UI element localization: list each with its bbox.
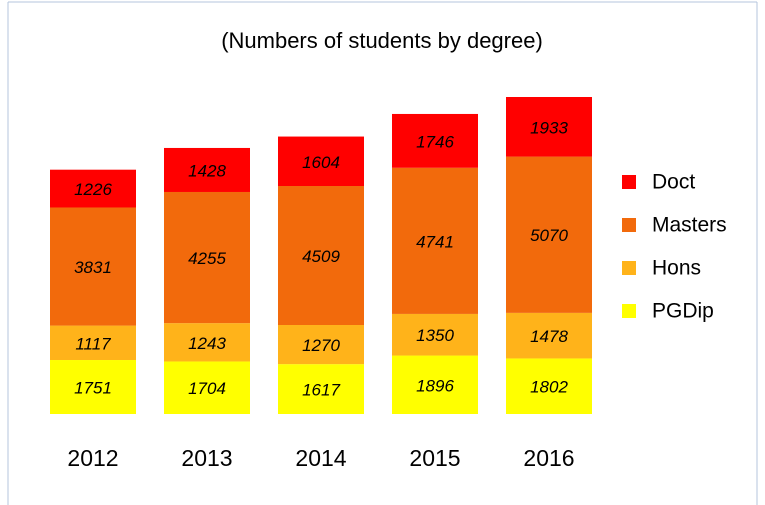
data-label: 1617 (302, 381, 340, 400)
data-label: 1117 (75, 334, 111, 353)
x-tick-label: 2013 (181, 445, 232, 471)
legend-label: Hons (652, 257, 701, 280)
bar-segment (50, 207, 136, 326)
bar-segment (278, 325, 364, 365)
data-label: 1428 (188, 161, 226, 180)
bar-segment (278, 364, 364, 414)
data-label: 4509 (302, 247, 340, 266)
bar-segment (164, 191, 250, 324)
data-label: 4741 (416, 232, 454, 251)
bar-segment (164, 361, 250, 414)
legend-swatch (622, 218, 636, 232)
bar-segment (392, 167, 478, 314)
data-label: 1746 (416, 132, 454, 151)
bar-segment (506, 312, 592, 359)
bar-segment (392, 313, 478, 356)
data-label: 1226 (74, 180, 112, 199)
data-label: 3831 (74, 258, 112, 277)
bar-segment (164, 147, 250, 192)
data-label: 4255 (188, 249, 226, 268)
data-label: 1704 (188, 379, 226, 398)
data-label: 1350 (416, 326, 454, 345)
bar-segment (164, 323, 250, 362)
legend-swatch (622, 261, 636, 275)
x-tick-label: 2016 (523, 445, 574, 471)
legend-label: Doct (652, 171, 695, 194)
bar-segment (506, 358, 592, 414)
bar-segment (392, 355, 478, 414)
bar-segment (50, 169, 136, 208)
bar-segment (506, 97, 592, 157)
bar-segment (50, 325, 136, 361)
x-tick-label: 2014 (295, 445, 346, 471)
legend-swatch (622, 175, 636, 189)
bar-segment (392, 113, 478, 168)
data-label: 1270 (302, 336, 340, 355)
bar-segment (278, 136, 364, 186)
data-label: 1243 (188, 334, 226, 353)
data-label: 5070 (530, 226, 568, 245)
data-label: 1933 (530, 118, 568, 137)
x-tick-label: 2012 (67, 445, 118, 471)
data-label: 1896 (416, 376, 454, 395)
legend-swatch (622, 304, 636, 318)
legend-label: Masters (652, 214, 727, 237)
data-label: 1802 (530, 378, 568, 397)
legend-label: PGDip (652, 300, 714, 323)
bar-segment (278, 185, 364, 326)
bar-segment (506, 156, 592, 313)
data-label: 1604 (302, 153, 340, 172)
data-label: 1478 (530, 327, 568, 346)
x-tick-label: 2015 (409, 445, 460, 471)
chart-title: (Numbers of students by degree) (221, 28, 543, 53)
bar-segment (50, 360, 136, 414)
data-label: 1751 (74, 378, 112, 397)
